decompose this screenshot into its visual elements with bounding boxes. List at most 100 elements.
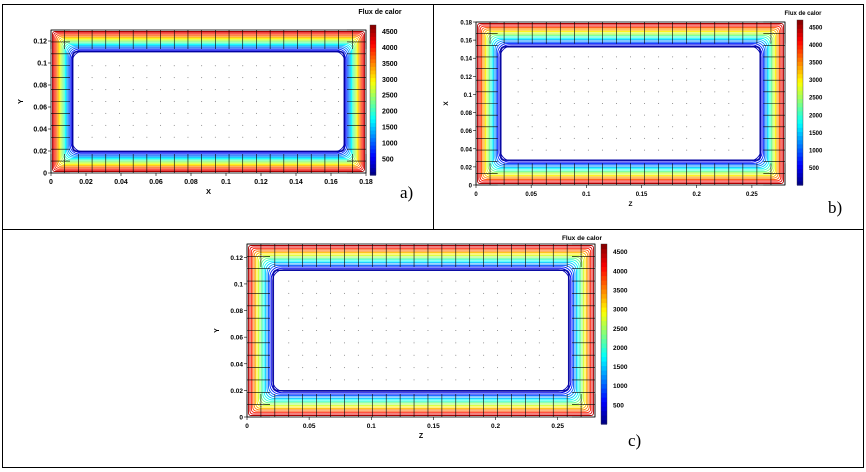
- colorbar-segment: [601, 244, 607, 250]
- x-tick-label: 0.1: [582, 192, 591, 198]
- flux-dot: [357, 342, 359, 344]
- flux-dot: [587, 114, 589, 116]
- flux-dot: [297, 65, 299, 67]
- flux-dot: [517, 91, 519, 93]
- flux-dot: [77, 101, 79, 102]
- flux-dot: [310, 89, 312, 91]
- colorbar-segment: [797, 94, 803, 99]
- flux-dot: [330, 342, 332, 344]
- colorbar-segment: [601, 370, 607, 376]
- colorbar-segment: [370, 66, 376, 71]
- colorbar-tick-label: 3500: [382, 61, 398, 68]
- flux-dot: [385, 280, 387, 282]
- flux-dot: [160, 89, 162, 91]
- flux-dot: [700, 68, 702, 70]
- flux-dot: [338, 65, 340, 67]
- contour-line: [266, 263, 576, 398]
- flux-dot: [343, 367, 345, 369]
- x-tick-label: 0.1: [367, 423, 376, 430]
- flux-dot: [173, 124, 175, 126]
- x-tick-label: 0.25: [551, 423, 564, 430]
- flux-dot: [441, 305, 443, 307]
- flux-dot: [517, 68, 519, 70]
- flux-dot: [173, 101, 175, 102]
- flux-dot: [399, 379, 401, 381]
- flux-dot: [338, 77, 340, 79]
- colorbar-segment: [797, 156, 803, 161]
- contour-line: [260, 257, 582, 404]
- flux-dot: [399, 367, 401, 369]
- flux-dot: [601, 114, 603, 116]
- flux-dot: [283, 77, 285, 79]
- flux-dot: [630, 149, 631, 151]
- flux-dot: [552, 280, 554, 282]
- flux-dot: [469, 342, 471, 344]
- colorbar-segment: [601, 415, 607, 421]
- flux-dot: [601, 91, 603, 93]
- colorbar-tick-label: 2000: [382, 109, 398, 116]
- colorbar-segment: [370, 43, 376, 49]
- flux-dot: [371, 367, 373, 369]
- flux-dot: [728, 68, 730, 70]
- flux-dot: [242, 89, 244, 91]
- x-axis-label: X: [206, 187, 211, 196]
- flux-dot: [343, 354, 345, 356]
- colorbar-segment: [797, 180, 803, 186]
- flux-dot: [316, 317, 318, 319]
- y-tick-label: 0: [239, 415, 243, 422]
- colorbar-tick-label: 3000: [382, 77, 398, 84]
- flux-dot: [371, 292, 373, 294]
- flux-dot: [686, 91, 688, 93]
- flux-dot: [601, 68, 603, 70]
- colorbar-segment: [797, 168, 803, 174]
- x-tick-label: 0.06: [149, 179, 163, 186]
- flux-dot: [587, 68, 589, 70]
- contour-line: [67, 46, 350, 157]
- flux-dot: [288, 330, 290, 331]
- colorbar-segment: [797, 40, 803, 46]
- flux-dot: [91, 89, 93, 91]
- flux-dot: [228, 112, 230, 114]
- flux-dot: [573, 91, 575, 93]
- colorbar-tick-label: 500: [382, 157, 394, 164]
- flux-dot: [288, 292, 290, 294]
- colorbar-segment: [601, 289, 607, 295]
- flux-dot: [118, 124, 120, 126]
- flux-dot: [615, 114, 617, 116]
- colorbar-segment: [601, 379, 607, 385]
- colorbar-segment: [601, 397, 607, 403]
- flux-dot: [510, 342, 512, 344]
- colorbar-segment: [370, 85, 376, 90]
- flux-dot: [105, 112, 107, 114]
- flux-dot: [371, 280, 373, 282]
- flux-dot: [742, 79, 744, 81]
- flux-dot: [742, 126, 744, 128]
- flux-dot: [524, 367, 526, 369]
- colorbar-segment: [797, 73, 803, 79]
- flux-dot: [700, 79, 702, 81]
- flux-dot: [357, 280, 359, 282]
- flux-dot: [330, 292, 332, 294]
- colorbar-segment: [370, 32, 376, 37]
- flux-dot: [91, 136, 93, 138]
- x-tick-label: 0.14: [289, 179, 303, 186]
- flux-dot: [269, 112, 271, 114]
- y-tick-label: 0.04: [33, 127, 47, 134]
- flux-dot: [399, 292, 401, 294]
- flux-dot: [302, 367, 304, 369]
- x-tick-label: 0: [474, 192, 478, 198]
- flux-dot: [630, 103, 631, 104]
- flux-dot: [538, 379, 540, 381]
- panel-label: a): [400, 183, 413, 202]
- flux-dot: [510, 292, 512, 294]
- flux-dot: [91, 112, 93, 114]
- flux-dot: [742, 137, 744, 139]
- flux-dot: [587, 149, 589, 151]
- flux-dot: [469, 317, 471, 319]
- flux-dot: [288, 342, 290, 344]
- flux-dot: [587, 137, 589, 139]
- colorbar-segment: [797, 57, 803, 62]
- colorbar-tick-label: 1000: [809, 148, 823, 154]
- flux-dot: [105, 124, 107, 126]
- colorbar-segment: [797, 139, 803, 145]
